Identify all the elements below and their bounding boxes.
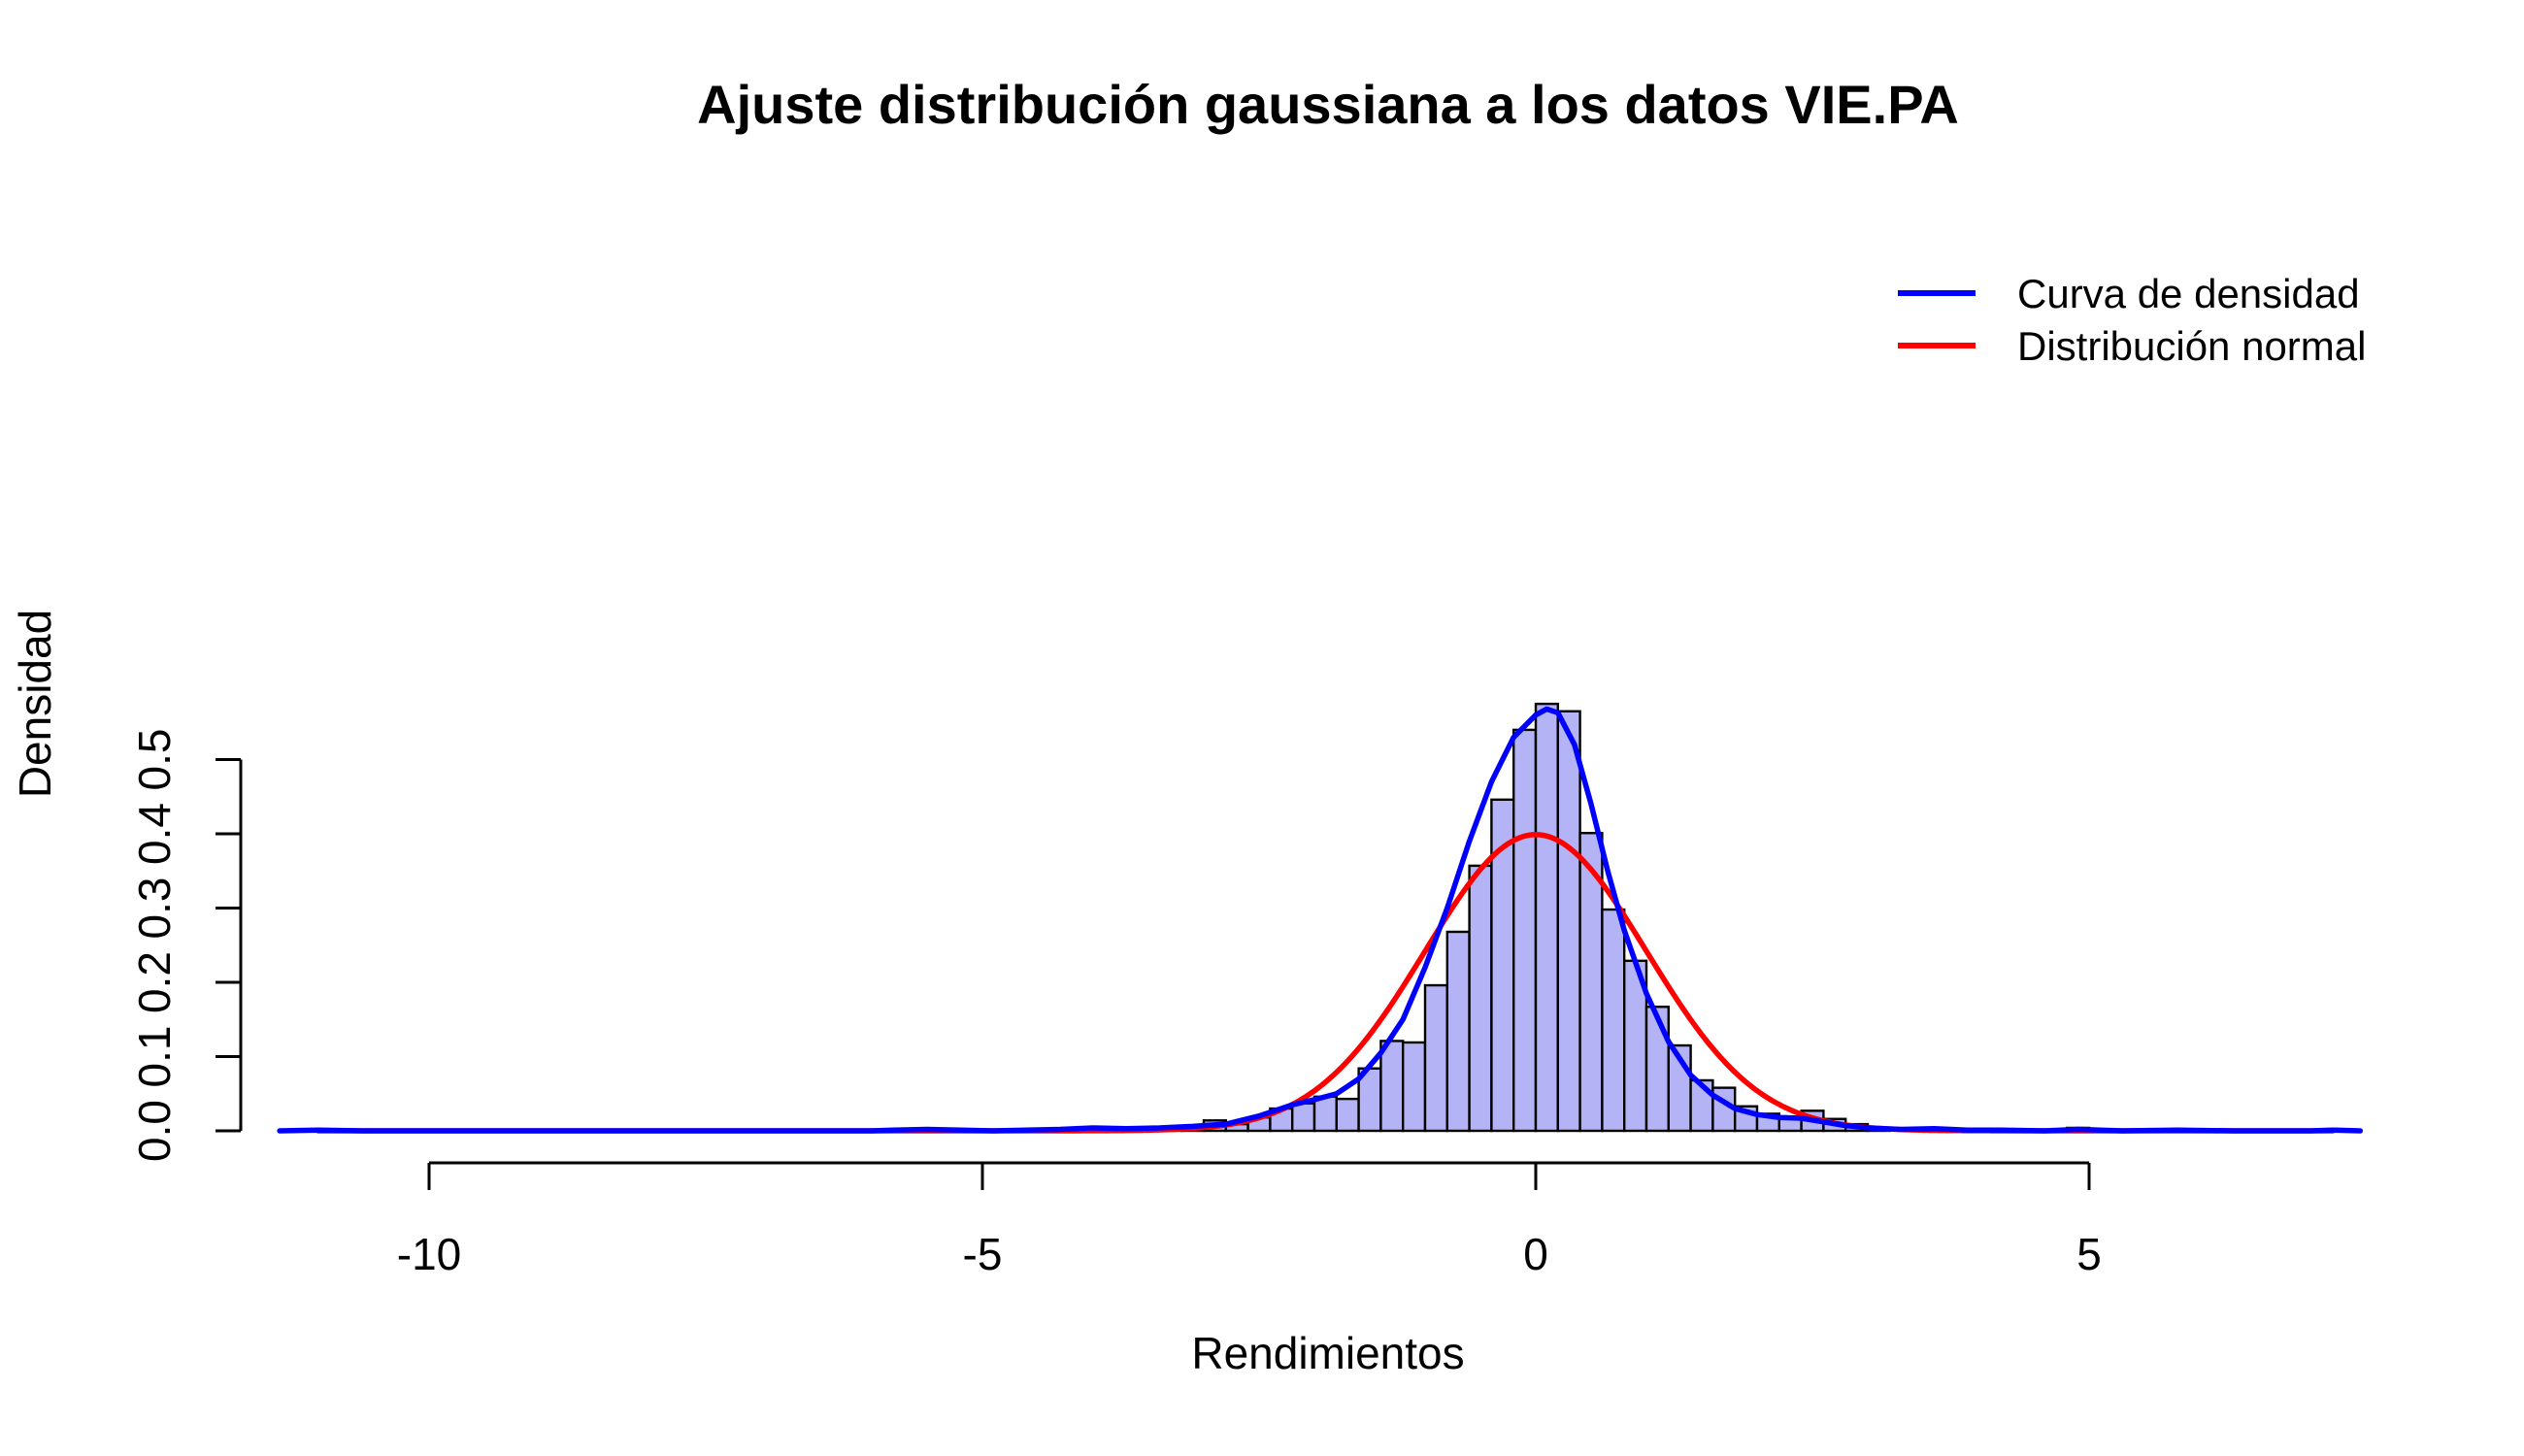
histogram-bars <box>914 702 2179 1133</box>
y-tick-label: 0.4 <box>129 803 180 865</box>
y-tick-label: 0.2 <box>129 951 180 1013</box>
y-axis-label: Densidad <box>10 610 60 798</box>
legend-label-normal: Distribución normal <box>2017 323 2366 369</box>
x-tick-label: -5 <box>963 1229 1003 1279</box>
y-tick-label: 0.0 <box>129 1100 180 1162</box>
y-tick-label: 0.1 <box>129 1026 180 1088</box>
legend: Curva de densidad Distribución normal <box>1898 271 2366 369</box>
histogram-bar <box>1534 702 1559 1133</box>
histogram-bar <box>1379 1040 1405 1133</box>
legend-label-density: Curva de densidad <box>2017 271 2360 316</box>
histogram-bar <box>1335 1097 1360 1133</box>
histogram-bar <box>1644 1006 1670 1133</box>
histogram-bar <box>1445 930 1471 1133</box>
histogram-bar <box>1423 983 1448 1133</box>
x-axis: -10 -5 0 5 <box>397 1161 2102 1279</box>
histogram-bar <box>1401 1041 1427 1133</box>
y-axis: 0.0 0.1 0.2 0.3 0.4 0.5 <box>129 729 243 1162</box>
histogram-bar <box>1468 864 1493 1133</box>
y-tick-label: 0.3 <box>129 877 180 940</box>
y-tick-label: 0.5 <box>129 729 180 791</box>
series-lines <box>277 706 2364 1134</box>
x-tick-label: -10 <box>397 1229 461 1279</box>
x-axis-label: Rendimientos <box>1191 1328 1464 1378</box>
histogram-bar <box>1290 1102 1316 1133</box>
x-tick-label: 5 <box>2076 1229 2102 1279</box>
density-curve-line <box>277 706 2364 1134</box>
chart-title: Ajuste distribución gaussiana a los dato… <box>697 74 1959 135</box>
normal-distribution-line <box>316 832 2336 1134</box>
histogram-bar <box>1511 728 1538 1133</box>
histogram-bar <box>1601 908 1626 1133</box>
x-tick-label: 0 <box>1523 1229 1548 1279</box>
histogram-bar <box>1556 710 1581 1133</box>
histogram-bar <box>1312 1095 1338 1133</box>
